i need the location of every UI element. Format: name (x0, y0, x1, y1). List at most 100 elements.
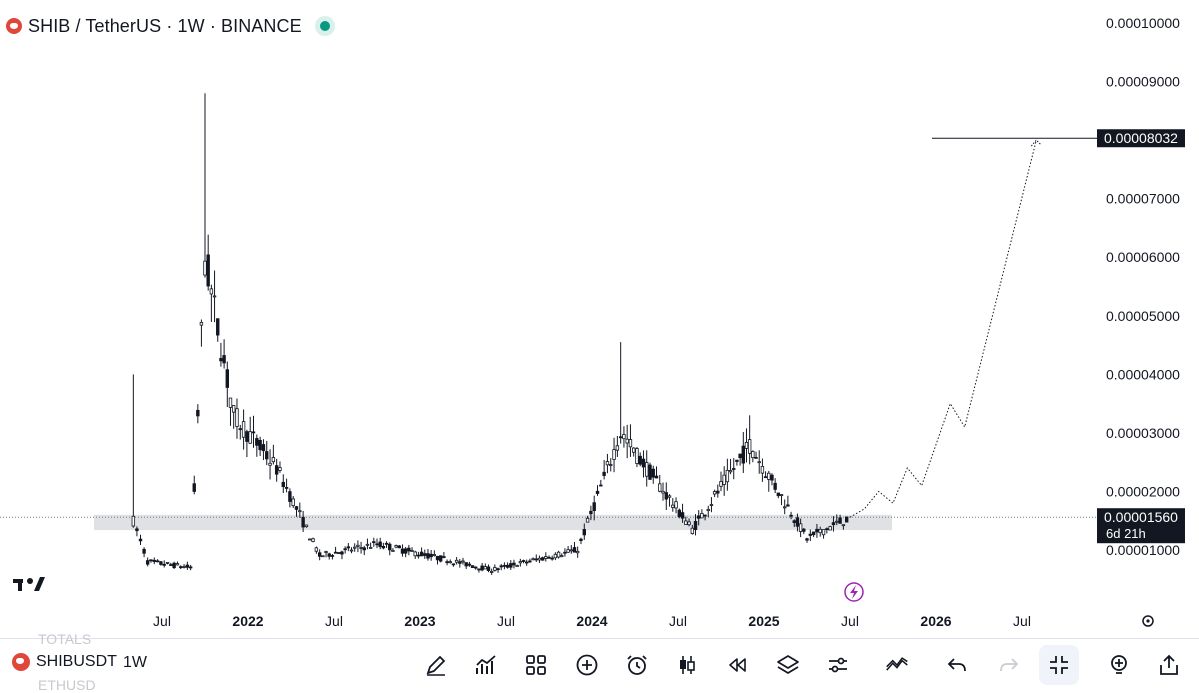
candle-body (324, 551, 328, 553)
candle-body (225, 369, 229, 388)
candle-body (372, 541, 376, 544)
candle-body (228, 397, 233, 408)
candle-body (327, 553, 331, 557)
time-axis-label: 2024 (576, 613, 607, 629)
candle-body (783, 506, 787, 509)
candle-body (770, 474, 774, 481)
candle-body (294, 506, 299, 510)
candle-body (454, 559, 459, 563)
alert-button[interactable] (620, 648, 654, 682)
candle-body (595, 490, 600, 494)
candle-body (512, 562, 516, 566)
symbol-selector[interactable]: SHIBUSDT (12, 653, 117, 671)
candle-body (645, 462, 649, 477)
time-axis-label: Jul (325, 613, 343, 629)
candle-body (550, 557, 554, 560)
candle-body (579, 538, 583, 542)
candle-body (349, 549, 354, 552)
share-button[interactable] (1152, 648, 1186, 682)
candle-body (165, 562, 170, 564)
ideas-button[interactable] (1102, 648, 1136, 682)
price-axis-label: 0.00006000 (1106, 249, 1180, 265)
candle-body (489, 571, 494, 573)
candle-body (531, 558, 535, 561)
fullscreen-exit-button[interactable] (1039, 645, 1079, 685)
target-price-tag[interactable] (1097, 129, 1185, 148)
candle-body (467, 563, 472, 566)
candle-body (317, 552, 322, 557)
undo-button[interactable] (940, 648, 974, 682)
symbol-title[interactable]: SHIB / TetherUS · 1W · BINANCE (28, 15, 302, 36)
candle-body (152, 559, 156, 562)
projection-path[interactable] (849, 139, 1037, 518)
candle-body (278, 467, 282, 471)
candle-body (403, 548, 408, 554)
candle-body (135, 528, 139, 532)
interval-selector[interactable]: 1W (123, 654, 147, 671)
candle-body (628, 439, 633, 448)
candle-body (203, 260, 207, 276)
watchlist-prev-symbol[interactable]: TOTALS (38, 631, 92, 647)
watchlist-next-symbol[interactable]: ETHUSD (38, 677, 96, 693)
axis-settings-icon[interactable] (1142, 615, 1154, 627)
candle-body (589, 510, 593, 515)
candle-body (751, 451, 755, 459)
event-flash-icon[interactable] (844, 582, 864, 602)
candle-body (544, 556, 548, 559)
candle-body (131, 515, 136, 527)
candle-body (216, 318, 220, 336)
candle-body (486, 566, 491, 571)
candle-body (821, 529, 826, 536)
candle-body (400, 548, 405, 554)
replay-icon (729, 658, 746, 672)
candle-body (648, 464, 652, 480)
candle-body (340, 551, 344, 555)
candle-body (560, 555, 564, 558)
draw-button[interactable] (419, 648, 453, 682)
candle-body (196, 409, 200, 417)
candle-body (261, 444, 266, 452)
candle-body (448, 561, 452, 564)
candle-body (808, 533, 813, 536)
candle-body (423, 553, 427, 556)
price-axis-label: 0.00004000 (1106, 366, 1180, 382)
bar-countdown-text: 6d 21h (1106, 526, 1146, 541)
candle-body (209, 288, 214, 295)
candle-body (735, 459, 739, 462)
layers-button[interactable] (771, 648, 805, 682)
candle-body (671, 504, 675, 508)
candle-body (397, 545, 401, 549)
redo-button[interactable] (992, 648, 1026, 682)
candle-body (618, 436, 623, 439)
candle-body (528, 560, 532, 563)
candle-body (391, 550, 395, 552)
current-price-tag[interactable] (1097, 508, 1185, 544)
add-button[interactable] (570, 648, 604, 682)
candle-body (684, 520, 688, 526)
price-chart[interactable]: 0.00001000 0.00002000 0.00003000 0.00004000… (0, 0, 1199, 640)
candle-body (499, 565, 503, 568)
compare-button[interactable] (880, 648, 914, 682)
time-axis-label: 2025 (748, 613, 779, 629)
candle-body (547, 556, 551, 559)
layout-button[interactable] (519, 648, 553, 682)
candle-body (556, 551, 561, 558)
candle-body (333, 551, 338, 554)
candle-body (509, 563, 513, 568)
replay-button[interactable] (720, 648, 754, 682)
indicators-button[interactable] (469, 648, 503, 682)
candle-body (592, 502, 596, 512)
price-axis-label: 0.00002000 (1106, 483, 1180, 499)
chart-type-button[interactable] (670, 648, 704, 682)
candle-body (747, 439, 752, 454)
time-axis-label: 2022 (232, 613, 263, 629)
settings-button[interactable] (821, 648, 855, 682)
candle-body (464, 562, 468, 567)
candle-body (245, 431, 249, 442)
time-axis-label: Jul (1013, 613, 1031, 629)
candle-body (798, 523, 803, 532)
candle-body (760, 466, 765, 474)
candle-body (304, 524, 309, 528)
candle-body (738, 453, 742, 459)
candle-body (687, 521, 691, 526)
